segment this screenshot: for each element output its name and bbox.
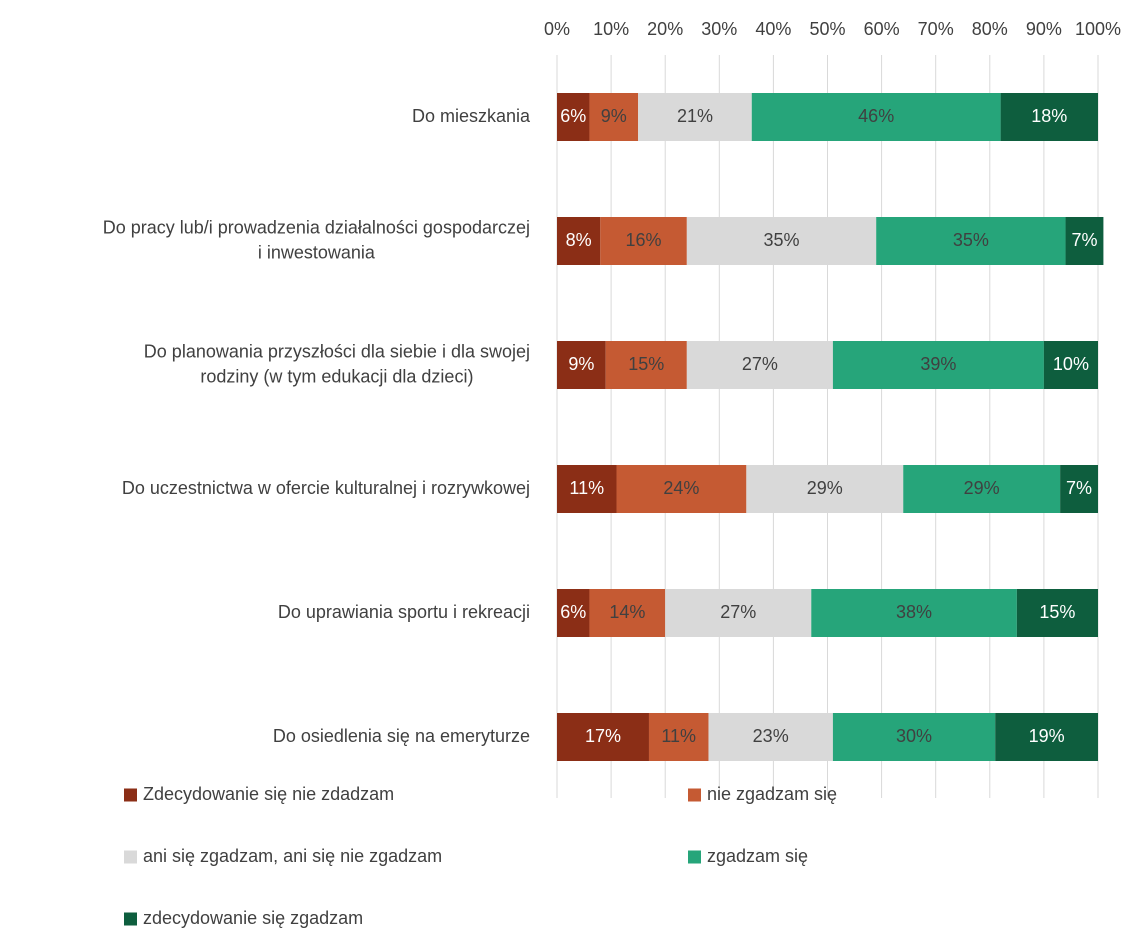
bar-segment bbox=[746, 465, 904, 513]
category-label: Do osiedlenia się na emeryturze bbox=[273, 726, 530, 746]
bar-segment bbox=[708, 713, 833, 761]
category-label: Do uczestnictwa w ofercie kulturalnej i … bbox=[122, 478, 530, 498]
data-label: 23% bbox=[753, 726, 789, 746]
x-tick-label: 80% bbox=[972, 19, 1008, 39]
legend-swatch bbox=[124, 912, 137, 926]
data-label: 9% bbox=[568, 354, 594, 374]
data-label: 6% bbox=[560, 106, 586, 126]
data-label: 15% bbox=[628, 354, 664, 374]
legend-label: nie zgadzam się bbox=[707, 784, 837, 804]
bar-segment bbox=[751, 93, 1001, 141]
bar-segment bbox=[811, 589, 1017, 637]
legend-swatch bbox=[124, 788, 137, 802]
data-label: 35% bbox=[763, 230, 799, 250]
legend-swatch bbox=[124, 850, 137, 864]
bar-segment bbox=[605, 341, 687, 389]
data-label: 46% bbox=[858, 106, 894, 126]
legend-label: zdecydowanie się zgadzam bbox=[143, 908, 363, 928]
data-label: 39% bbox=[920, 354, 956, 374]
bar-segment bbox=[995, 713, 1098, 761]
data-label: 14% bbox=[609, 602, 645, 622]
category-label: rodziny (w tym edukacji dla dzieci) bbox=[200, 366, 473, 386]
bar-segment bbox=[557, 93, 590, 141]
category-label: Do uprawiania sportu i rekreacji bbox=[278, 602, 530, 622]
data-label: 10% bbox=[1053, 354, 1089, 374]
bar-segment bbox=[557, 217, 601, 265]
legend-swatch bbox=[688, 850, 701, 864]
bar-segment bbox=[1060, 465, 1098, 513]
x-tick-label: 90% bbox=[1026, 19, 1062, 39]
bar-segment bbox=[686, 217, 877, 265]
data-label: 27% bbox=[720, 602, 756, 622]
bar-segment bbox=[832, 713, 996, 761]
x-tick-label: 30% bbox=[701, 19, 737, 39]
data-label: 18% bbox=[1031, 106, 1067, 126]
legend-label: ani się zgadzam, ani się nie zgadzam bbox=[143, 846, 442, 866]
category-label: Do planowania przyszłości dla siebie i d… bbox=[144, 341, 530, 361]
x-tick-label: 100% bbox=[1075, 19, 1121, 39]
x-tick-label: 10% bbox=[593, 19, 629, 39]
bar-segment bbox=[589, 93, 639, 141]
data-label: 8% bbox=[566, 230, 592, 250]
bar-segment bbox=[648, 713, 709, 761]
data-label: 7% bbox=[1071, 230, 1097, 250]
data-label: 29% bbox=[807, 478, 843, 498]
bar-segment bbox=[616, 465, 747, 513]
legend-swatch bbox=[688, 788, 701, 802]
data-label: 35% bbox=[953, 230, 989, 250]
bar-segment bbox=[589, 589, 666, 637]
bar-segment bbox=[903, 465, 1061, 513]
bar-segment bbox=[638, 93, 752, 141]
x-tick-label: 20% bbox=[647, 19, 683, 39]
bar-segment bbox=[557, 341, 606, 389]
category-label: i inwestowania bbox=[258, 242, 376, 262]
x-tick-label: 0% bbox=[544, 19, 570, 39]
data-label: 11% bbox=[661, 726, 696, 746]
data-label: 15% bbox=[1039, 602, 1075, 622]
data-label: 19% bbox=[1029, 726, 1065, 746]
data-label: 38% bbox=[896, 602, 932, 622]
bar-segment bbox=[557, 465, 617, 513]
category-label: Do mieszkania bbox=[412, 106, 531, 126]
data-label: 7% bbox=[1066, 478, 1092, 498]
bar-segment bbox=[557, 713, 649, 761]
bar-segment bbox=[600, 217, 687, 265]
x-tick-label: 70% bbox=[918, 19, 954, 39]
data-label: 16% bbox=[626, 230, 662, 250]
legend-label: Zdecydowanie się nie zdadzam bbox=[143, 784, 394, 804]
bar-segment bbox=[876, 217, 1066, 265]
data-label: 6% bbox=[560, 602, 586, 622]
x-tick-label: 50% bbox=[809, 19, 845, 39]
data-label: 9% bbox=[601, 106, 627, 126]
x-tick-label: 60% bbox=[864, 19, 900, 39]
x-tick-label: 40% bbox=[755, 19, 791, 39]
bar-segment bbox=[1016, 589, 1098, 637]
data-label: 29% bbox=[964, 478, 1000, 498]
bar-segment bbox=[665, 589, 812, 637]
data-label: 30% bbox=[896, 726, 932, 746]
bar-segment bbox=[686, 341, 833, 389]
bar-segment bbox=[1000, 93, 1098, 141]
bar-segment bbox=[1065, 217, 1104, 265]
data-label: 11% bbox=[569, 478, 604, 498]
data-label: 27% bbox=[742, 354, 778, 374]
data-label: 17% bbox=[585, 726, 621, 746]
data-label: 21% bbox=[677, 106, 713, 126]
legend-label: zgadzam się bbox=[707, 846, 808, 866]
bar-segment bbox=[1043, 341, 1098, 389]
bar-segment bbox=[832, 341, 1044, 389]
category-label: Do pracy lub/i prowadzenia działalności … bbox=[103, 217, 530, 237]
data-label: 24% bbox=[663, 478, 699, 498]
bar-segment bbox=[557, 589, 590, 637]
